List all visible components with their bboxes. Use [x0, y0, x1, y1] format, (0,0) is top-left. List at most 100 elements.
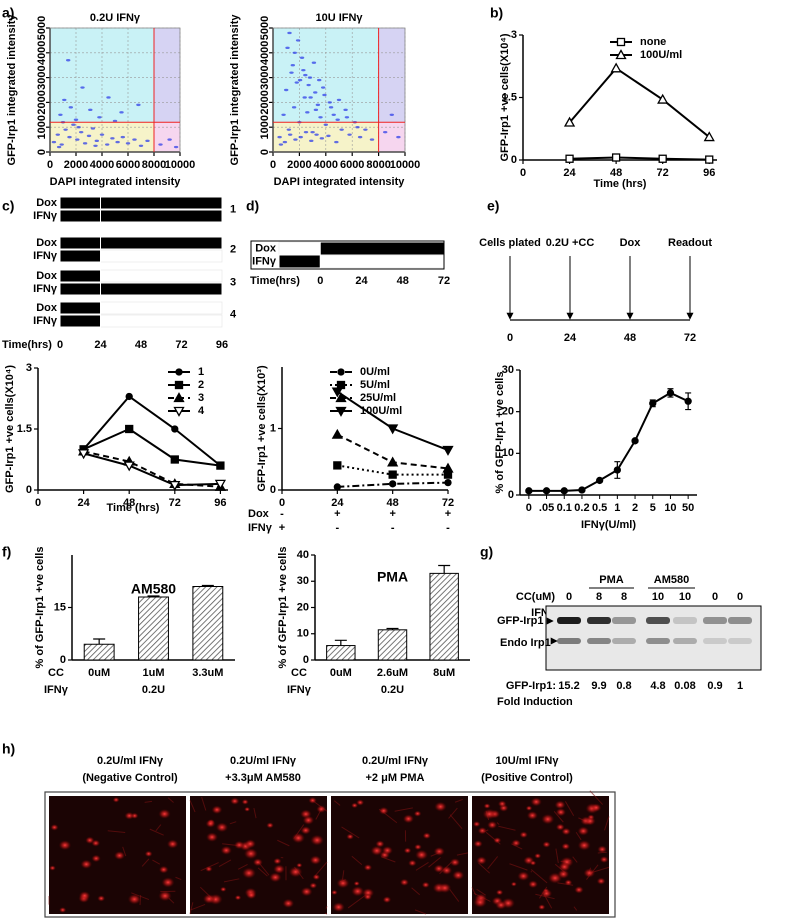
cell [561, 827, 571, 836]
cell [356, 799, 365, 806]
cell-process [394, 807, 413, 812]
cell [351, 802, 359, 809]
cell [244, 806, 251, 812]
image-caption: 0.2U/ml IFNγ [230, 755, 297, 767]
marker [214, 479, 227, 490]
condition-label: Dox [248, 508, 270, 520]
legend-label: 0U/ml [360, 366, 390, 378]
cell-process [175, 876, 182, 881]
x-tick-label: 0 [57, 339, 63, 351]
y-tick-label: 3000 [36, 65, 48, 89]
group-label: AM580 [654, 574, 689, 586]
marker [388, 470, 397, 479]
cell-process [449, 814, 463, 830]
cell [331, 889, 338, 896]
image-caption: 0.2U/ml IFNγ [362, 755, 429, 767]
endo-band [646, 638, 670, 644]
x-tick-label: 48 [135, 339, 147, 351]
point [281, 113, 286, 117]
x-tick-label: 3.3uM [192, 667, 223, 679]
x-tick-label: 24 [563, 167, 576, 179]
x-tick-label: 96 [703, 167, 715, 179]
series-line [83, 427, 221, 467]
point [106, 96, 111, 99]
cell [205, 819, 216, 828]
y-tick-label: 2000 [259, 90, 271, 114]
x-tick-label: 0 [35, 497, 41, 509]
condition-mark: + [279, 522, 285, 534]
marker [631, 437, 639, 445]
x-tick-label: 48 [397, 275, 409, 287]
legend-marker [335, 406, 347, 417]
cell [220, 886, 227, 892]
y-axis-label: GFP-Irp1 +ve cells(X10⁴) [4, 365, 16, 493]
marker [444, 478, 452, 487]
point [293, 138, 298, 141]
cell [78, 891, 91, 901]
cell [363, 864, 373, 871]
segment [278, 254, 321, 269]
marker [666, 389, 675, 397]
cell [80, 859, 93, 869]
x-tick-label: 0 [279, 497, 285, 509]
x-tick-label: 48 [610, 167, 622, 179]
point [67, 135, 72, 139]
cell [273, 864, 286, 874]
cell-process [122, 846, 127, 857]
series-line [568, 67, 710, 138]
cell-process [189, 800, 196, 813]
cell [302, 815, 315, 825]
legend-marker [336, 380, 346, 390]
point [287, 31, 292, 35]
y-tick-label: 3000 [259, 65, 271, 89]
point [284, 88, 289, 92]
condition-label: IFNγ [248, 522, 273, 534]
cell-process [107, 830, 126, 834]
x-tick-label: 0 [270, 159, 276, 171]
y-tick-label: 15 [54, 601, 66, 613]
y-tick-label: 2000 [36, 90, 48, 114]
cell [449, 858, 461, 867]
row-label: IFNγ [287, 684, 312, 696]
cell [112, 797, 120, 803]
point [310, 130, 315, 134]
y-tick-label: 20 [297, 601, 309, 613]
marker [333, 461, 342, 470]
cell-process [155, 824, 162, 832]
cell-process [564, 801, 575, 817]
x-tick-label: 10000 [165, 159, 196, 171]
cell-process [223, 878, 240, 883]
point [80, 86, 85, 89]
fold-value: 0.8 [616, 680, 631, 692]
marker [684, 397, 692, 405]
cell [233, 840, 245, 850]
marker [596, 476, 604, 485]
x-tick-label: 2.6uM [377, 667, 408, 679]
y-tick-label: 3 [26, 362, 32, 374]
image-caption: (Negative Control) [82, 772, 178, 784]
cell [91, 854, 101, 863]
x-axis-label: IFNγ(U/ml) [581, 519, 636, 531]
x-tick-label: 0.5 [592, 502, 607, 514]
cell [577, 840, 591, 851]
cell-process [347, 894, 367, 909]
point [125, 142, 131, 145]
cell-process [555, 848, 559, 864]
segment [59, 249, 101, 263]
y-tick-label: 0 [60, 654, 66, 666]
cell [288, 866, 303, 878]
x-tick-label: 10 [664, 502, 676, 514]
point [389, 113, 394, 117]
cell-process [218, 859, 232, 868]
point [302, 96, 307, 99]
cell-process [454, 798, 463, 803]
x-tick-label: 4000 [314, 159, 338, 171]
point [291, 106, 297, 109]
error-bar [438, 564, 451, 574]
legend-marker [175, 368, 183, 376]
band-label: GFP-Irp1 [497, 615, 543, 627]
point [167, 138, 172, 141]
legend-marker [335, 392, 347, 403]
event-label: Cells plated [479, 237, 541, 249]
cell [519, 831, 528, 839]
